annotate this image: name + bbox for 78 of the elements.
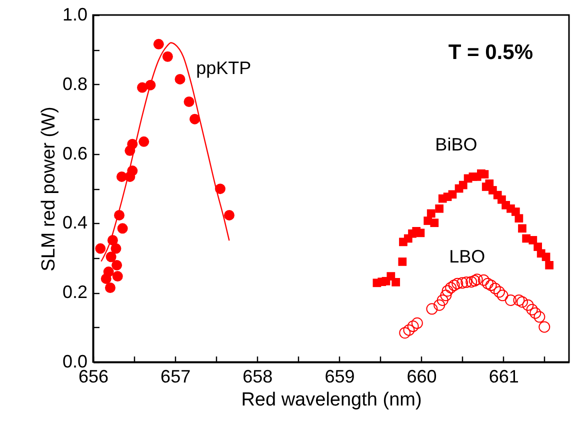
point bbox=[482, 278, 494, 290]
point bbox=[430, 218, 439, 228]
point bbox=[112, 271, 123, 282]
point bbox=[435, 204, 444, 213]
point bbox=[478, 274, 490, 286]
point bbox=[117, 223, 128, 234]
point bbox=[411, 317, 423, 329]
point bbox=[448, 280, 460, 292]
point bbox=[162, 51, 173, 62]
series-label: ppKTP bbox=[196, 58, 252, 78]
point bbox=[448, 190, 457, 199]
x-tick-label: 661 bbox=[488, 366, 519, 386]
y-tick-label: 0.4 bbox=[62, 212, 88, 233]
point bbox=[416, 228, 425, 238]
point bbox=[496, 290, 508, 302]
point bbox=[530, 307, 542, 319]
point bbox=[224, 210, 234, 220]
point bbox=[526, 304, 538, 316]
point bbox=[538, 321, 550, 333]
point bbox=[153, 38, 164, 50]
point bbox=[403, 324, 415, 336]
point bbox=[426, 209, 436, 218]
point bbox=[452, 278, 464, 290]
series-label: BiBO bbox=[435, 134, 478, 155]
y-axis-title: SLM red power (W) bbox=[38, 106, 60, 272]
point bbox=[407, 320, 419, 332]
point bbox=[458, 180, 468, 190]
point bbox=[95, 243, 106, 254]
point bbox=[103, 266, 114, 278]
y-tick-label: 0.6 bbox=[62, 143, 88, 164]
point bbox=[545, 261, 554, 270]
point bbox=[471, 274, 483, 286]
x-tick-label: 656 bbox=[78, 366, 109, 386]
point bbox=[426, 303, 438, 315]
point bbox=[480, 170, 489, 178]
point bbox=[514, 214, 524, 223]
point bbox=[184, 96, 194, 107]
series-label: LBO bbox=[449, 246, 486, 266]
x-tick-label: 660 bbox=[406, 366, 437, 386]
point bbox=[528, 236, 538, 244]
point bbox=[174, 74, 186, 84]
point bbox=[399, 327, 411, 339]
point bbox=[485, 280, 497, 292]
point bbox=[440, 290, 452, 302]
point bbox=[468, 275, 480, 287]
point bbox=[489, 282, 501, 294]
point bbox=[516, 296, 528, 308]
point bbox=[110, 243, 122, 254]
point bbox=[392, 278, 400, 286]
point bbox=[460, 276, 472, 288]
point bbox=[112, 260, 122, 270]
point bbox=[398, 258, 407, 266]
point bbox=[138, 136, 150, 147]
point bbox=[104, 282, 116, 293]
point bbox=[136, 82, 148, 93]
x-tick-label: 658 bbox=[242, 366, 273, 386]
point bbox=[445, 282, 457, 294]
y-tick-label: 0.2 bbox=[62, 282, 88, 302]
x-tick-label: 659 bbox=[324, 366, 355, 386]
annotation: T = 0.5% bbox=[448, 41, 534, 64]
point bbox=[190, 114, 200, 124]
x-axis-title: Red wavelength (nm) bbox=[241, 390, 422, 410]
point bbox=[434, 299, 446, 311]
point bbox=[436, 294, 448, 306]
x-tick-label: 657 bbox=[160, 366, 191, 386]
point bbox=[493, 286, 505, 298]
point bbox=[466, 276, 478, 288]
point bbox=[442, 285, 454, 297]
point bbox=[456, 277, 468, 289]
point bbox=[106, 252, 116, 262]
y-tick-label: 0.8 bbox=[62, 74, 88, 94]
point bbox=[518, 224, 526, 233]
point bbox=[513, 294, 525, 306]
point bbox=[534, 311, 546, 323]
point bbox=[504, 294, 516, 306]
point bbox=[522, 299, 534, 311]
y-tick-label: 1.0 bbox=[62, 4, 88, 24]
point bbox=[542, 252, 550, 262]
